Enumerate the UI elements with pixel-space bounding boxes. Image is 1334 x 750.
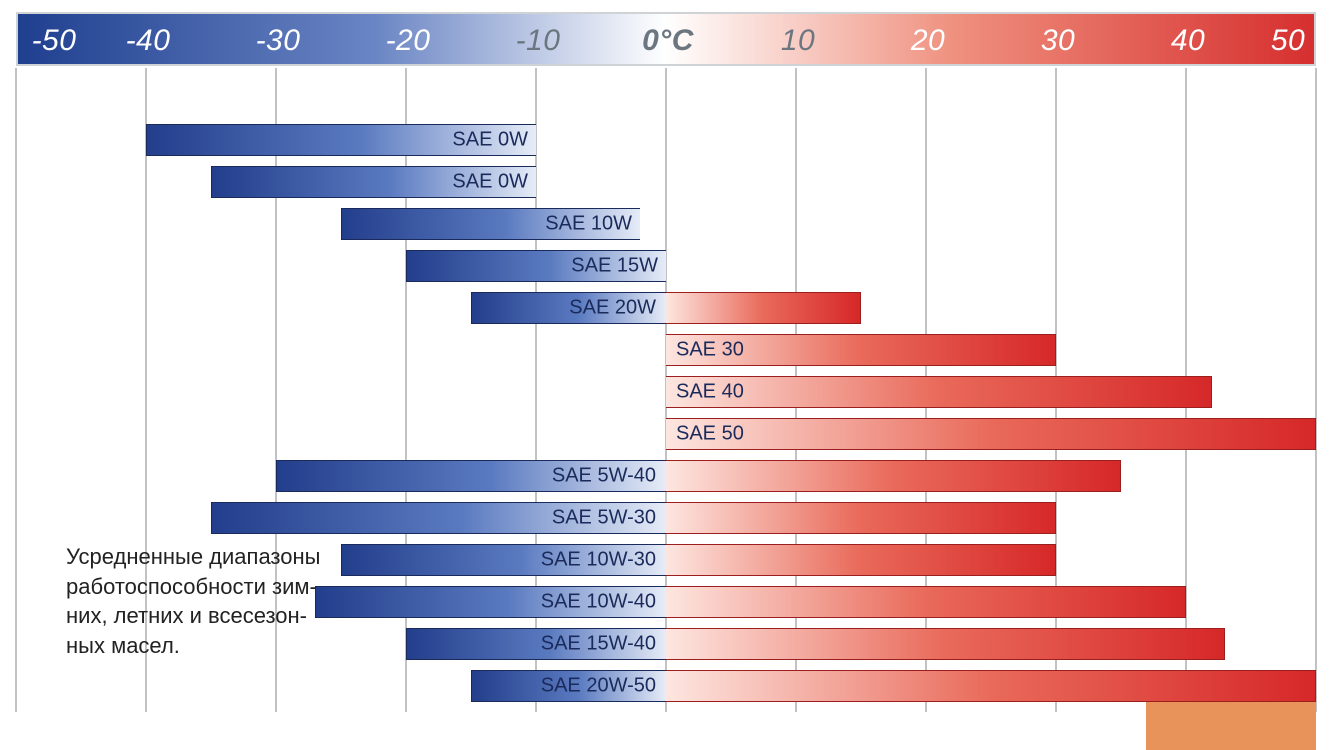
bar-label: SAE 0W [452, 129, 528, 152]
decorative-box [1146, 702, 1316, 750]
bar-label: SAE 5W-40 [552, 465, 656, 488]
axis-tick-label: 30 [1041, 14, 1075, 68]
hot-range-bar [666, 628, 1225, 660]
bar-label: SAE 5W-30 [552, 507, 656, 530]
hot-range-bar [666, 670, 1316, 702]
axis-tick-label: 50 [1271, 14, 1305, 68]
hot-range-bar [666, 418, 1316, 450]
bar-label: SAE 15W [571, 255, 658, 278]
bar-row: SAE 10W [16, 208, 1316, 240]
bar-label: SAE 15W-40 [541, 633, 656, 656]
axis-tick-label: -30 [256, 14, 301, 68]
axis-tick-label: -10 [516, 14, 561, 68]
hot-range-bar [666, 502, 1056, 534]
bar-row: SAE 30 [16, 334, 1316, 366]
bar-label: SAE 10W [545, 213, 632, 236]
bar-label: SAE 10W-30 [541, 549, 656, 572]
bar-label: SAE 40 [676, 381, 744, 404]
sae-temperature-chart: -50 -40 -30 -20 -10 0°C 10 20 30 40 50 SAE 0W SAE 0… [16, 12, 1316, 712]
bar-row: SAE 5W-30 [16, 502, 1316, 534]
bar-label: SAE 50 [676, 423, 744, 446]
bar-label: SAE 20W [569, 297, 656, 320]
bar-label: SAE 20W-50 [541, 675, 656, 698]
hot-range-bar [666, 376, 1212, 408]
axis-tick-label: -20 [386, 14, 431, 68]
axis-tick-label: 40 [1171, 14, 1205, 68]
bar-row: SAE 20W-50 [16, 670, 1316, 702]
bar-row: SAE 40 [16, 376, 1316, 408]
bar-row: SAE 20W [16, 292, 1316, 324]
bar-row: SAE 50 [16, 418, 1316, 450]
axis-tick-label: -40 [126, 14, 171, 68]
chart-caption: Усредненные диапазоны работоспособности … [66, 542, 366, 661]
axis-tick-label: -50 [32, 14, 77, 68]
hot-range-bar [666, 292, 861, 324]
hot-range-bar [666, 586, 1186, 618]
bar-label: SAE 30 [676, 339, 744, 362]
axis-tick-label: 0°C [642, 14, 694, 68]
bar-label: SAE 0W [452, 171, 528, 194]
bar-row: SAE 5W-40 [16, 460, 1316, 492]
hot-range-bar [666, 460, 1121, 492]
bar-row: SAE 15W [16, 250, 1316, 282]
temperature-axis: -50 -40 -30 -20 -10 0°C 10 20 30 40 50 [16, 12, 1316, 66]
axis-tick-label: 20 [911, 14, 945, 68]
bar-label: SAE 10W-40 [541, 591, 656, 614]
bar-row: SAE 0W [16, 166, 1316, 198]
hot-range-bar [666, 544, 1056, 576]
bar-row: SAE 0W [16, 124, 1316, 156]
axis-tick-label: 10 [781, 14, 815, 68]
